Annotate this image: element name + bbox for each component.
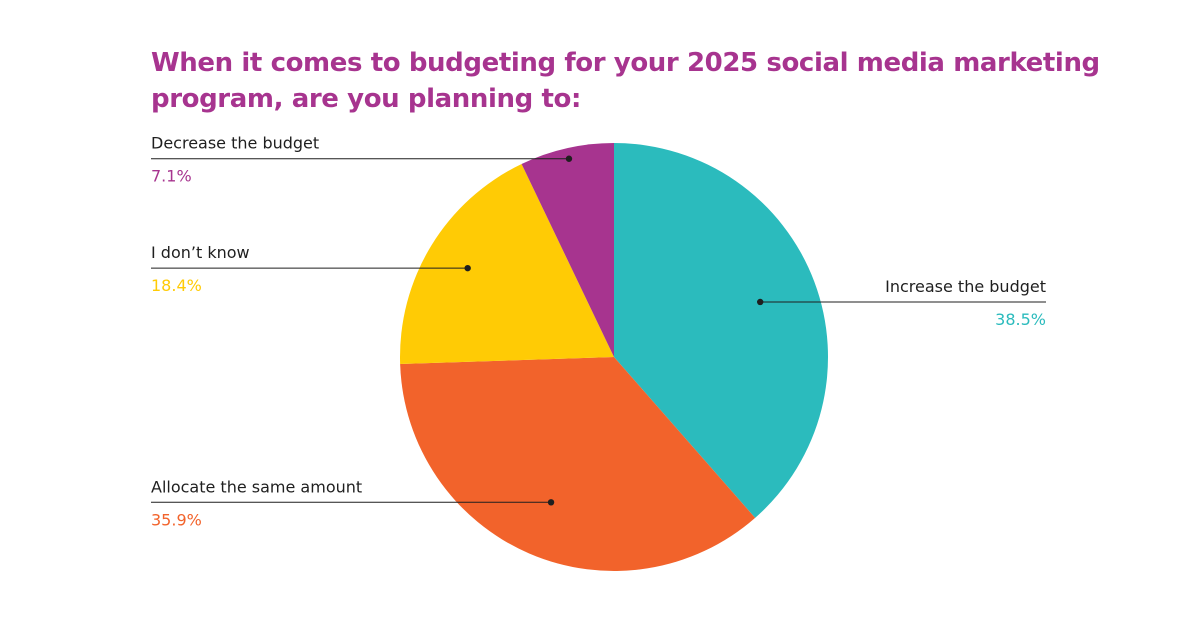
slice-value-increase-the-budget: 38.5% xyxy=(995,310,1046,329)
slice-label-allocate-the-same-amount: Allocate the same amount xyxy=(151,477,362,496)
slice-label-increase-the-budget: Increase the budget xyxy=(885,277,1046,296)
chart-title: When it comes to budgeting for your 2025… xyxy=(151,45,1100,117)
chart-title-line-1: When it comes to budgeting for your 2025… xyxy=(151,48,1100,78)
pie-slice-increase-the-budget xyxy=(614,143,829,518)
slice-value-i-don-t-know: 18.4% xyxy=(151,276,202,295)
callout-dot-allocate-the-same-amount xyxy=(547,499,555,506)
slice-label-decrease-the-budget: Decrease the budget xyxy=(151,134,319,153)
slice-label-i-don-t-know: I don’t know xyxy=(151,243,250,262)
slice-value-decrease-the-budget: 7.1% xyxy=(151,167,192,186)
callout-dot-i-don-t-know xyxy=(464,264,471,272)
pie-slices xyxy=(400,143,829,571)
pie-slice-decrease-the-budget xyxy=(521,143,614,357)
slice-value-allocate-the-same-amount: 35.9% xyxy=(151,510,202,529)
callout-dot-increase-the-budget xyxy=(757,298,764,306)
chart-title-line-2: program, are you planning to: xyxy=(151,84,581,114)
pie-slice-i-don-t-know xyxy=(400,163,614,365)
pie-slice-allocate-the-same-amount xyxy=(400,357,756,571)
callout-dot-decrease-the-budget xyxy=(565,155,573,162)
pie-callouts: Increase the budget 38.5% Allocate the sam… xyxy=(151,134,1046,529)
